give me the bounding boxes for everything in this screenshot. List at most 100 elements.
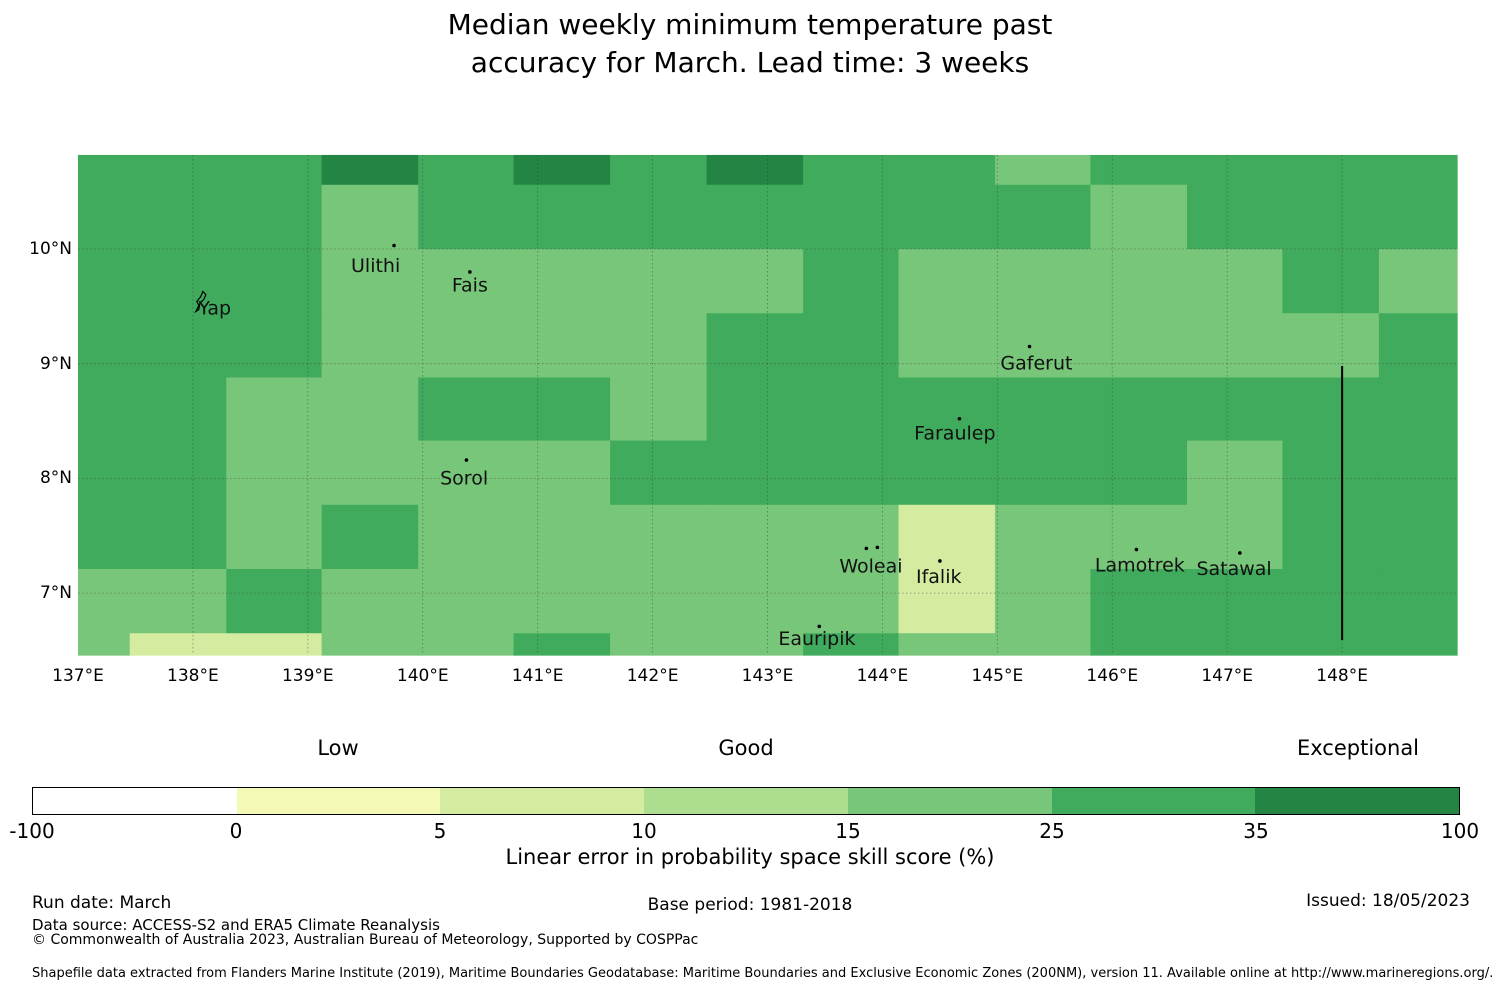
map-cell bbox=[995, 184, 1092, 250]
map-cell bbox=[898, 184, 996, 250]
island-dot-faraulep bbox=[957, 416, 962, 421]
x-tick-label: 138°E bbox=[167, 666, 219, 686]
map-cell bbox=[995, 440, 1092, 506]
colorbar-segment bbox=[440, 788, 645, 814]
map-cell bbox=[1186, 569, 1283, 634]
map-cell bbox=[321, 184, 419, 250]
colorbar-tick-label: 25 bbox=[1039, 819, 1065, 843]
map-cell bbox=[706, 504, 804, 570]
map-cell bbox=[321, 504, 419, 570]
colorbar-tick-label: 35 bbox=[1243, 819, 1269, 843]
map-cell bbox=[706, 249, 804, 314]
footer-data-source: Data source: ACCESS-S2 and ERA5 Climate … bbox=[32, 916, 440, 934]
colorbar-segment bbox=[236, 788, 441, 814]
map-cell bbox=[898, 377, 996, 442]
map-cell bbox=[1186, 249, 1283, 314]
map-cell bbox=[418, 440, 515, 506]
map-cell bbox=[513, 184, 611, 250]
x-tick-label: 142°E bbox=[626, 666, 679, 686]
map-cell bbox=[513, 504, 611, 570]
map-cell bbox=[1090, 569, 1188, 634]
island-label-sorol: Sorol bbox=[440, 467, 488, 489]
map-cell bbox=[418, 633, 515, 656]
map-cell bbox=[898, 504, 996, 570]
map-cell bbox=[995, 569, 1092, 634]
map-cell bbox=[226, 633, 323, 656]
island-dot-satawal bbox=[1238, 551, 1242, 555]
map-cell bbox=[803, 154, 900, 186]
map-cell bbox=[1378, 313, 1458, 379]
map-cell bbox=[1090, 184, 1188, 250]
map-cell bbox=[513, 377, 611, 442]
map-cell bbox=[898, 440, 996, 506]
map-cell bbox=[129, 313, 227, 379]
map-cell bbox=[1282, 377, 1380, 442]
map-cell bbox=[803, 313, 900, 379]
map-cell bbox=[321, 377, 419, 442]
map-cell bbox=[321, 633, 419, 656]
map-cell bbox=[1090, 377, 1188, 442]
map-cell bbox=[1090, 633, 1188, 656]
map-cell bbox=[129, 249, 227, 314]
map-cell bbox=[1186, 313, 1283, 379]
island-label-gaferut: Gaferut bbox=[1000, 353, 1072, 375]
map-cell bbox=[78, 569, 131, 634]
map-cell bbox=[706, 313, 804, 379]
map-cell bbox=[226, 440, 323, 506]
island-label-eauripik: Eauripik bbox=[778, 628, 855, 650]
map-cell bbox=[1186, 154, 1283, 186]
map-cell bbox=[610, 313, 708, 379]
map-cell bbox=[1186, 377, 1283, 442]
island-dot-lamotrek bbox=[1134, 547, 1139, 552]
map-cell bbox=[321, 313, 419, 379]
island-dot-woleai bbox=[875, 545, 880, 550]
map-cell bbox=[995, 249, 1092, 314]
colorbar-segment bbox=[644, 788, 848, 814]
x-tick-label: 137°E bbox=[52, 666, 104, 686]
map-cell bbox=[129, 440, 227, 506]
island-dot-woleai bbox=[864, 546, 869, 551]
map-cell bbox=[1378, 633, 1458, 656]
footer-base-period: Base period: 1981-2018 bbox=[647, 895, 853, 915]
map-cell bbox=[1378, 440, 1458, 506]
y-tick-label: 10°N bbox=[29, 239, 72, 259]
map-cell bbox=[610, 440, 708, 506]
colorbar-tick-label: 5 bbox=[433, 819, 447, 843]
map-cell bbox=[706, 377, 804, 442]
colorbar-segment bbox=[847, 788, 1052, 814]
chart-title-line1: Median weekly minimum temperature past bbox=[447, 8, 1053, 41]
map-cell bbox=[78, 154, 131, 186]
map-cell bbox=[1378, 504, 1458, 570]
map-cell bbox=[226, 313, 323, 379]
y-tick-label: 7°N bbox=[39, 583, 72, 604]
map-cell bbox=[995, 377, 1092, 442]
colorbar-tick-label: 0 bbox=[229, 819, 243, 843]
map-cell bbox=[418, 184, 515, 250]
map-cell bbox=[898, 249, 996, 314]
map-cell bbox=[129, 633, 227, 656]
map-cell bbox=[78, 440, 131, 506]
map-cell bbox=[706, 569, 804, 634]
map-cell bbox=[610, 249, 708, 314]
map-cell bbox=[1378, 249, 1458, 314]
map-cell bbox=[226, 504, 323, 570]
map-cell bbox=[1186, 504, 1283, 570]
x-tick-label: 145°E bbox=[971, 666, 1024, 686]
map-cell bbox=[1282, 440, 1380, 506]
map-cell bbox=[226, 154, 323, 186]
colorbar-segment bbox=[1051, 788, 1256, 814]
map-cell bbox=[898, 154, 996, 186]
map-cell bbox=[1378, 377, 1458, 442]
map-cell bbox=[513, 440, 611, 506]
map-cell bbox=[803, 633, 900, 656]
island-label-yap: Yap bbox=[197, 297, 231, 319]
map-cell bbox=[513, 249, 611, 314]
map-cell bbox=[78, 633, 131, 656]
island-dot-gaferut bbox=[1027, 344, 1032, 349]
map-cell bbox=[78, 249, 131, 314]
footer-copyright: © Commonwealth of Australia 2023, Austra… bbox=[32, 932, 699, 948]
map-cell bbox=[995, 154, 1092, 186]
colorbar-category-label: Exceptional bbox=[1296, 736, 1420, 760]
map-cell bbox=[610, 184, 708, 250]
